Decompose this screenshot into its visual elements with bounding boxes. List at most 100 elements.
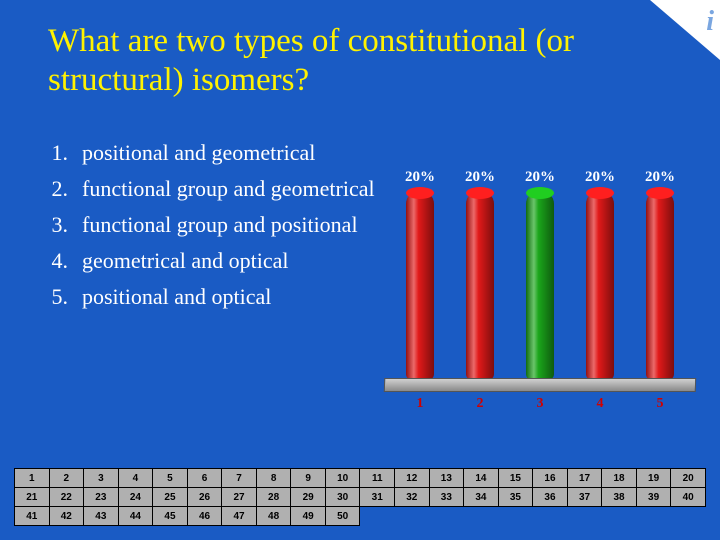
responder-cell[interactable]: 9 <box>291 469 326 488</box>
responder-cell <box>671 507 706 526</box>
answer-number: 4. <box>48 248 82 274</box>
responder-cell[interactable]: 25 <box>153 488 188 507</box>
responder-grid: 1234567891011121314151617181920212223242… <box>14 468 706 526</box>
bar-cylinder <box>466 190 494 380</box>
responder-cell[interactable]: 39 <box>636 488 671 507</box>
responder-cell[interactable]: 22 <box>49 488 84 507</box>
responder-cell[interactable]: 1 <box>15 469 50 488</box>
responder-cell[interactable]: 5 <box>153 469 188 488</box>
responder-cell[interactable]: 21 <box>15 488 50 507</box>
answer-option[interactable]: 2.functional group and geometrical <box>48 176 378 202</box>
chart-bar: 20% <box>459 169 501 380</box>
bar-x-label: 2 <box>477 396 484 412</box>
responder-cell <box>464 507 499 526</box>
responder-cell[interactable]: 31 <box>360 488 395 507</box>
responder-cell[interactable]: 36 <box>533 488 568 507</box>
answer-text: positional and optical <box>82 284 378 310</box>
chart-bar: 20% <box>399 169 441 380</box>
answer-option[interactable]: 5.positional and optical <box>48 284 378 310</box>
responder-cell <box>602 507 637 526</box>
answer-number: 1. <box>48 140 82 166</box>
answer-text: positional and geometrical <box>82 140 378 166</box>
responder-cell[interactable]: 41 <box>15 507 50 526</box>
responder-cell[interactable]: 28 <box>256 488 291 507</box>
responder-cell[interactable]: 30 <box>325 488 360 507</box>
responder-cell <box>360 507 395 526</box>
bar-x-label: 1 <box>417 396 424 412</box>
responder-cell[interactable]: 11 <box>360 469 395 488</box>
responder-cell[interactable]: 46 <box>187 507 222 526</box>
responder-cell[interactable]: 40 <box>671 488 706 507</box>
responder-cell[interactable]: 18 <box>602 469 637 488</box>
responder-cell[interactable]: 24 <box>118 488 153 507</box>
chart-bar: 20% <box>519 169 561 380</box>
responder-cell[interactable]: 47 <box>222 507 257 526</box>
responder-cell[interactable]: 15 <box>498 469 533 488</box>
poll-bar-chart: 20% 20% 20% 20% 20% 1 2 3 4 5 <box>390 140 690 410</box>
bar-cylinder <box>406 190 434 380</box>
responder-cell[interactable]: 20 <box>671 469 706 488</box>
answer-number: 2. <box>48 176 82 202</box>
responder-cell[interactable]: 50 <box>325 507 360 526</box>
responder-cell[interactable]: 35 <box>498 488 533 507</box>
responder-cell[interactable]: 3 <box>84 469 119 488</box>
bar-cylinder <box>586 190 614 380</box>
bar-percent-label: 20% <box>465 169 495 186</box>
bar-cylinder <box>526 190 554 380</box>
responder-cell[interactable]: 14 <box>464 469 499 488</box>
responder-cell[interactable]: 45 <box>153 507 188 526</box>
responder-cell[interactable]: 34 <box>464 488 499 507</box>
responder-cell <box>567 507 602 526</box>
responder-cell[interactable]: 37 <box>567 488 602 507</box>
chart-x-labels: 1 2 3 4 5 <box>390 396 690 412</box>
responder-cell[interactable]: 29 <box>291 488 326 507</box>
responder-cell[interactable]: 32 <box>395 488 430 507</box>
answer-option[interactable]: 4.geometrical and optical <box>48 248 378 274</box>
bar-percent-label: 20% <box>645 169 675 186</box>
bar-percent-label: 20% <box>405 169 435 186</box>
bar-percent-label: 20% <box>585 169 615 186</box>
responder-cell[interactable]: 42 <box>49 507 84 526</box>
responder-cell[interactable]: 8 <box>256 469 291 488</box>
responder-cell[interactable]: 43 <box>84 507 119 526</box>
bar-x-label: 5 <box>657 396 664 412</box>
responder-cell[interactable]: 26 <box>187 488 222 507</box>
slide-title: What are two types of constitutional (or… <box>48 22 608 100</box>
chart-bar: 20% <box>579 169 621 380</box>
responder-cell[interactable]: 49 <box>291 507 326 526</box>
responder-cell <box>395 507 430 526</box>
bar-cylinder <box>646 190 674 380</box>
bar-x-label: 3 <box>537 396 544 412</box>
responder-cell[interactable]: 17 <box>567 469 602 488</box>
answer-number: 5. <box>48 284 82 310</box>
responder-cell[interactable]: 12 <box>395 469 430 488</box>
responder-cell <box>636 507 671 526</box>
answer-text: functional group and geometrical <box>82 176 378 202</box>
responder-cell[interactable]: 7 <box>222 469 257 488</box>
bar-percent-label: 20% <box>525 169 555 186</box>
responder-cell[interactable]: 48 <box>256 507 291 526</box>
answer-number: 3. <box>48 212 82 238</box>
responder-cell[interactable]: 16 <box>533 469 568 488</box>
answer-option[interactable]: 3.functional group and positional <box>48 212 378 238</box>
bar-x-label: 4 <box>597 396 604 412</box>
responder-cell[interactable]: 44 <box>118 507 153 526</box>
chart-bar: 20% <box>639 169 681 380</box>
responder-cell[interactable]: 2 <box>49 469 84 488</box>
responder-cell[interactable]: 4 <box>118 469 153 488</box>
responder-cell[interactable]: 6 <box>187 469 222 488</box>
responder-cell[interactable]: 23 <box>84 488 119 507</box>
responder-cell <box>429 507 464 526</box>
responder-cell[interactable]: 13 <box>429 469 464 488</box>
responder-cell[interactable]: 19 <box>636 469 671 488</box>
responder-cell <box>498 507 533 526</box>
responder-cell[interactable]: 38 <box>602 488 637 507</box>
answer-text: functional group and positional <box>82 212 378 238</box>
responder-cell <box>533 507 568 526</box>
responder-cell[interactable]: 27 <box>222 488 257 507</box>
responder-cell[interactable]: 33 <box>429 488 464 507</box>
responder-cell[interactable]: 10 <box>325 469 360 488</box>
chart-base <box>384 378 696 392</box>
answer-option[interactable]: 1.positional and geometrical <box>48 140 378 166</box>
answer-text: geometrical and optical <box>82 248 378 274</box>
